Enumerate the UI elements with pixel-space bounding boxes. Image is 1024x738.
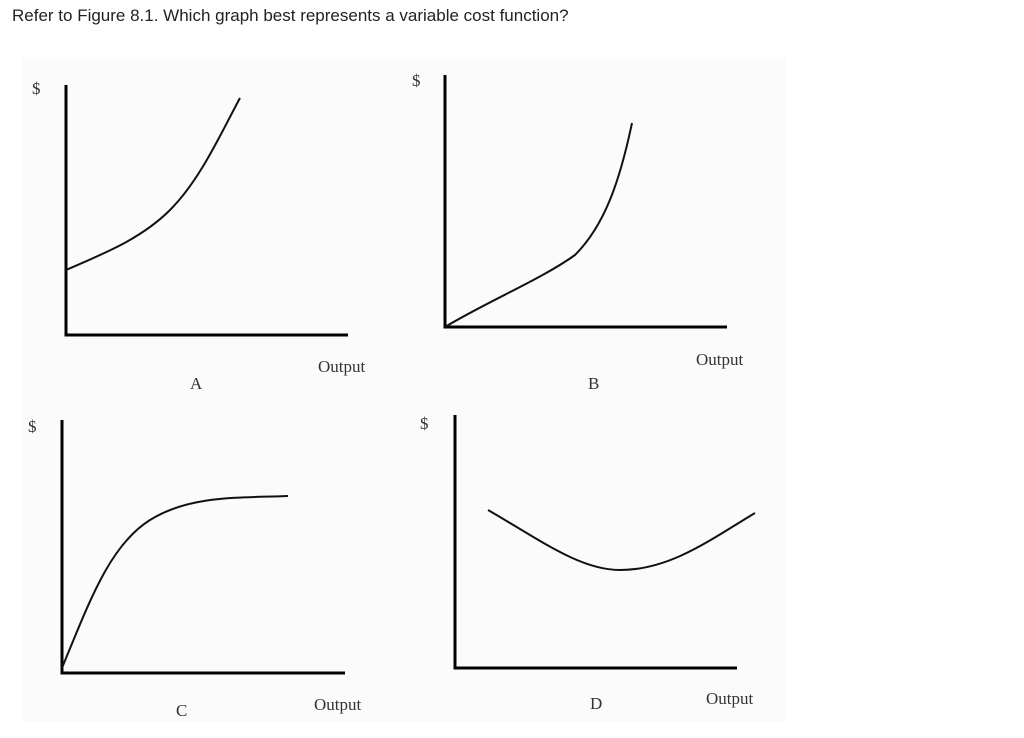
x-label: Output (696, 350, 744, 369)
figure-background (22, 57, 785, 722)
axes (453, 415, 737, 670)
panel-letter: B (588, 374, 599, 393)
panel-letter: D (590, 694, 602, 713)
curve (444, 122, 633, 328)
x-label: Output (318, 357, 366, 376)
panel-c: $ Output C (28, 417, 362, 720)
curve (487, 509, 756, 572)
panel-d: $ Output D (420, 414, 756, 713)
panel-a: $ Output A (32, 79, 366, 393)
y-label: $ (412, 71, 421, 90)
panel-letter: A (190, 374, 203, 393)
curve (65, 97, 241, 271)
panel-letter: C (176, 701, 187, 720)
x-label: Output (314, 695, 362, 714)
question: Refer to Figure 8.1. Which graph best re… (12, 6, 569, 25)
x-label: Output (706, 689, 754, 708)
y-label: $ (420, 414, 429, 433)
axes (64, 85, 348, 337)
panel-b: $ Output B (412, 71, 744, 393)
y-label: $ (32, 79, 41, 98)
y-label: $ (28, 417, 37, 436)
axes (60, 420, 345, 675)
curve (61, 495, 289, 669)
